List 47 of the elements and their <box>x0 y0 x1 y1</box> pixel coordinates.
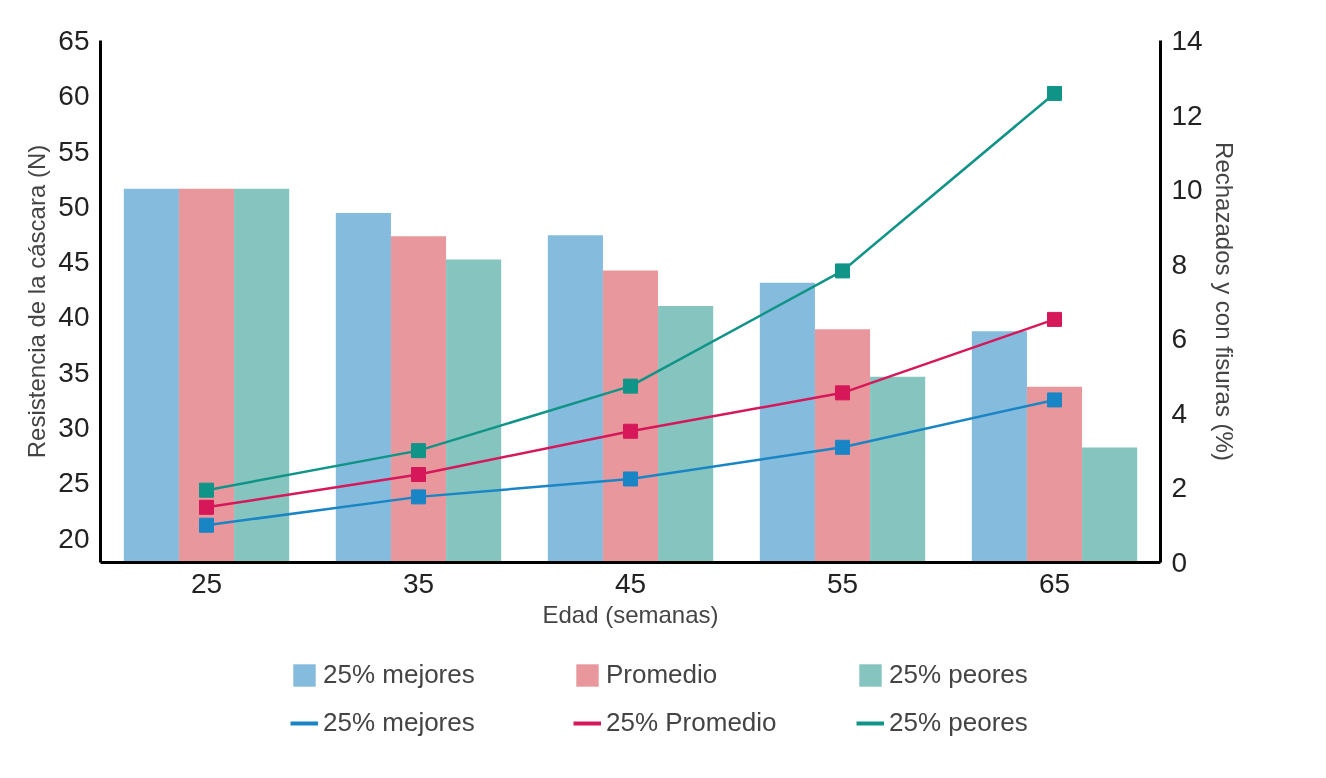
x-axis-title: Edad (semanas) <box>542 600 719 628</box>
y-tick-label: 40 <box>58 301 90 333</box>
y2-tick-label: 14 <box>1171 25 1203 56</box>
y-tick-label: 30 <box>58 412 90 444</box>
y2-axis-title: Rechazados y con fisuras (%) <box>1210 142 1238 461</box>
point <box>623 423 638 439</box>
point <box>835 439 850 455</box>
point <box>411 443 426 459</box>
point <box>1047 85 1062 101</box>
y2-tick-label: 8 <box>1171 248 1188 280</box>
y2-tick-label: 10 <box>1171 174 1203 206</box>
legend-label: 25% peores <box>889 659 1029 690</box>
point <box>199 499 214 515</box>
y2-tick-label: 2 <box>1171 472 1188 504</box>
y2-tick-label: 4 <box>1171 397 1188 429</box>
point <box>835 263 850 279</box>
legend-label: 25% mejores <box>323 707 476 738</box>
point <box>199 482 214 498</box>
x-tick-label: 45 <box>614 567 647 599</box>
legend-label: 25% mejores <box>323 659 476 690</box>
x-tick-label: 65 <box>1038 567 1071 599</box>
y-tick-label: 25 <box>58 467 90 499</box>
y-tick-label: 20 <box>58 522 90 554</box>
point <box>1047 392 1062 408</box>
y-tick-label: 65 <box>58 25 90 56</box>
y-tick-label: 60 <box>58 80 90 112</box>
y2-tick-label: 6 <box>1171 323 1188 355</box>
point <box>623 378 638 394</box>
point <box>1047 311 1062 327</box>
point <box>199 517 214 533</box>
x-tick-label: 25 <box>190 567 223 599</box>
point <box>835 385 850 401</box>
legend-label: 25% peores <box>889 707 1029 738</box>
legend-label: Promedio <box>606 659 719 690</box>
y-tick-label: 50 <box>58 190 90 222</box>
legend-label: 25% Promedio <box>606 707 778 738</box>
point <box>623 471 638 487</box>
y-axis-title: Resistencia de la cáscara (N) <box>23 144 51 459</box>
x-tick-label: 55 <box>826 567 859 599</box>
x-tick-label: 35 <box>402 567 435 599</box>
point <box>411 467 426 483</box>
y-tick-label: 55 <box>58 135 90 167</box>
y2-tick-label: 0 <box>1171 547 1188 578</box>
y2-tick-label: 12 <box>1171 99 1203 131</box>
point <box>411 489 426 505</box>
y-tick-label: 35 <box>58 356 90 388</box>
y-tick-label: 45 <box>58 246 90 278</box>
